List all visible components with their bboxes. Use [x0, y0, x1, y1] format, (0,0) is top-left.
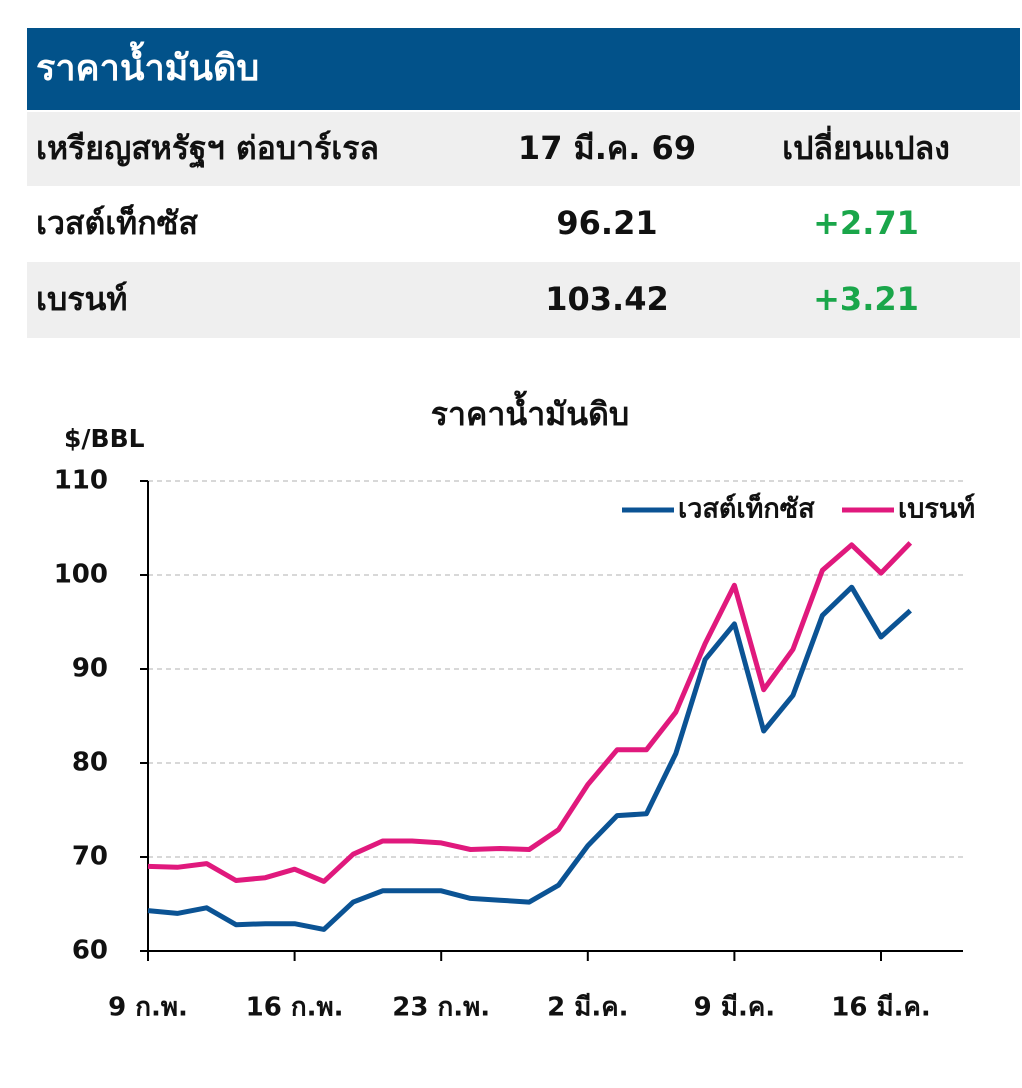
- column-header: เปลี่ยนแปลง: [782, 125, 950, 167]
- series-line: [147, 584, 912, 932]
- column-header: 17 มี.ค. 69: [518, 129, 696, 167]
- row-label: เวสต์เท็กซัส: [36, 203, 198, 242]
- legend-label: เวสต์เท็กซัส: [678, 491, 815, 525]
- y-tick-label: 70: [72, 842, 108, 872]
- y-tick-label: 100: [54, 560, 108, 590]
- price: 96.21: [556, 204, 657, 242]
- x-tick-label: 16 ก.พ.: [246, 993, 344, 1023]
- y-tick-label: 90: [72, 654, 108, 684]
- change: +2.71: [813, 204, 919, 242]
- x-tick-label: 9 ก.พ.: [108, 993, 188, 1023]
- price: 103.42: [545, 280, 668, 318]
- legend-label: เบรนท์: [898, 493, 975, 525]
- header-row: [27, 112, 1020, 186]
- chart-title: ราคาน้ำมันดิบ: [431, 390, 629, 433]
- y-tick-label: 110: [54, 466, 108, 496]
- y-tick-label: 80: [72, 748, 108, 778]
- y-axis-label: $/BBL: [64, 424, 145, 453]
- change: +3.21: [813, 280, 919, 318]
- row-label: เบรนท์: [36, 280, 127, 318]
- row-bg: [27, 262, 1020, 338]
- y-tick-label: 60: [72, 936, 108, 966]
- table-title: ราคาน้ำมันดิบ: [36, 41, 259, 89]
- series-line: [147, 541, 913, 884]
- header-bar: [27, 28, 1020, 110]
- x-tick-label: 23 ก.พ.: [392, 993, 490, 1023]
- x-tick-label: 2 มี.ค.: [547, 993, 628, 1023]
- x-tick-label: 16 มี.ค.: [831, 993, 931, 1023]
- x-tick-label: 9 มี.ค.: [694, 993, 775, 1023]
- column-header: เหรียญสหรัฐฯ ต่อบาร์เรล: [36, 129, 379, 169]
